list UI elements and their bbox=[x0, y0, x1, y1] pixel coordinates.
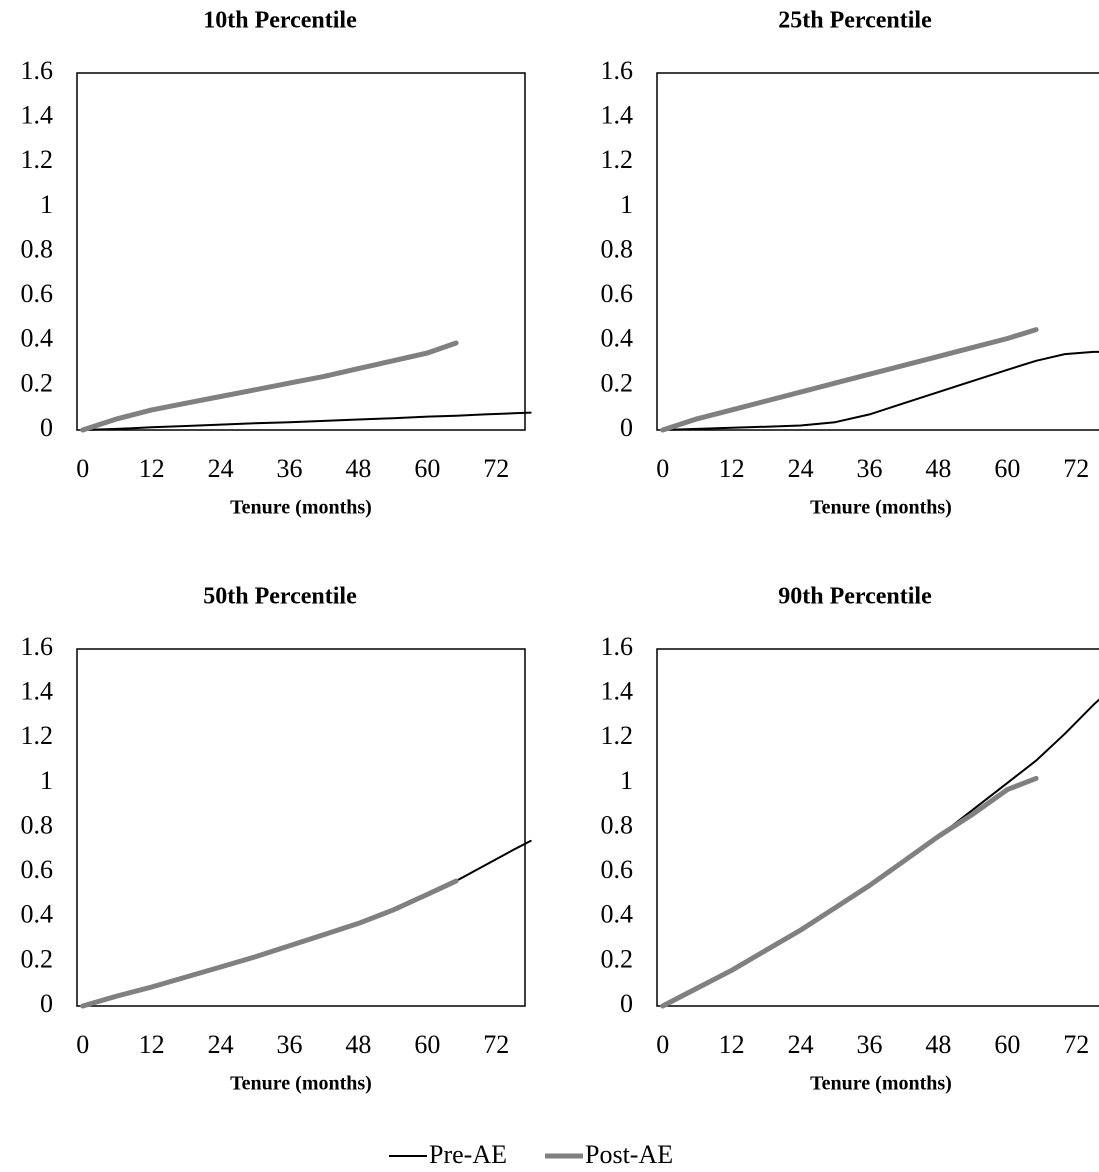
series-line bbox=[661, 698, 1099, 1007]
series-line bbox=[661, 350, 1099, 431]
y-tick-label: 0.4 bbox=[21, 900, 54, 929]
y-tick-label: 1.2 bbox=[601, 721, 634, 750]
plot-frame bbox=[76, 72, 526, 431]
y-tick-label: 1.2 bbox=[601, 145, 634, 174]
x-tick-label: 48 bbox=[345, 1030, 371, 1059]
y-tick-label: 0 bbox=[620, 413, 633, 442]
y-tick-label: 0.4 bbox=[601, 900, 634, 929]
x-tick-label: 0 bbox=[76, 454, 89, 483]
x-tick-label: 72 bbox=[483, 454, 509, 483]
x-tick-label: 12 bbox=[719, 454, 745, 483]
y-tick-label: 0.6 bbox=[21, 855, 54, 884]
series-line bbox=[660, 327, 1039, 433]
y-tick-label: 0.2 bbox=[601, 368, 634, 397]
series-line bbox=[80, 340, 459, 433]
y-tick-label: 0 bbox=[40, 413, 53, 442]
chart-title: 10th Percentile bbox=[203, 8, 357, 34]
x-axis-label: Tenure (months) bbox=[230, 497, 372, 519]
y-tick-label: 1.4 bbox=[21, 101, 54, 130]
x-tick-label: 24 bbox=[208, 1030, 234, 1059]
y-tick-label: 1.4 bbox=[601, 101, 634, 130]
y-tick-label: 1 bbox=[40, 190, 53, 219]
legend: Pre-AE Post-AE bbox=[389, 1140, 673, 1169]
y-tick-label: 0.6 bbox=[601, 855, 634, 884]
x-tick-label: 24 bbox=[208, 454, 234, 483]
y-tick-label: 0.8 bbox=[21, 810, 54, 839]
y-tick-label: 1.2 bbox=[21, 145, 54, 174]
x-tick-label: 12 bbox=[139, 1030, 165, 1059]
y-tick-label: 1 bbox=[620, 190, 633, 219]
x-tick-label: 36 bbox=[857, 454, 883, 483]
y-tick-label: 0.8 bbox=[601, 234, 634, 263]
x-tick-label: 48 bbox=[345, 454, 371, 483]
y-tick-label: 1.6 bbox=[21, 56, 54, 85]
series-line bbox=[81, 839, 532, 1007]
y-tick-label: 1.4 bbox=[601, 677, 634, 706]
y-tick-label: 0.2 bbox=[601, 944, 634, 973]
y-tick-label: 1 bbox=[40, 766, 53, 795]
legend-label: Pre-AE bbox=[429, 1140, 507, 1169]
y-tick-label: 0 bbox=[620, 989, 633, 1018]
y-tick-label: 0.8 bbox=[601, 810, 634, 839]
x-tick-label: 24 bbox=[788, 454, 814, 483]
series-line bbox=[81, 411, 532, 431]
x-tick-label: 48 bbox=[925, 454, 951, 483]
x-tick-label: 36 bbox=[857, 1030, 883, 1059]
x-tick-label: 12 bbox=[139, 454, 165, 483]
y-tick-label: 0.4 bbox=[21, 324, 54, 353]
x-tick-label: 48 bbox=[925, 1030, 951, 1059]
plot-frame bbox=[656, 648, 1099, 1007]
y-tick-label: 1.2 bbox=[21, 721, 54, 750]
x-tick-label: 60 bbox=[414, 454, 440, 483]
y-tick-label: 1.4 bbox=[21, 677, 54, 706]
y-tick-label: 0.4 bbox=[601, 324, 634, 353]
x-tick-label: 72 bbox=[1063, 454, 1089, 483]
x-tick-label: 60 bbox=[414, 1030, 440, 1059]
subplot: 90th Percentile 0 0.2 0.4 0.6 0.8 1 1.2 1.4 1.6 0 1… bbox=[601, 584, 1099, 1095]
y-tick-label: 1 bbox=[620, 766, 633, 795]
legend-label: Post-AE bbox=[585, 1140, 673, 1169]
y-tick-label: 1.6 bbox=[601, 632, 634, 661]
y-tick-label: 0.6 bbox=[601, 279, 634, 308]
subplot: 25th Percentile 0 0.2 0.4 0.6 0.8 1 1.2 1.4 1.6 0 1… bbox=[601, 8, 1099, 519]
plot-frame bbox=[76, 648, 526, 1007]
subplot: 10th Percentile 0 0.2 0.4 0.6 0.8 1 1.2 1.4 1.6 0 1… bbox=[21, 8, 532, 519]
series-line bbox=[80, 878, 459, 1009]
chart-title: 50th Percentile bbox=[203, 584, 357, 610]
y-tick-label: 0.2 bbox=[21, 944, 54, 973]
x-tick-label: 60 bbox=[994, 1030, 1020, 1059]
x-tick-label: 72 bbox=[483, 1030, 509, 1059]
y-tick-label: 0.8 bbox=[21, 234, 54, 263]
x-tick-label: 12 bbox=[719, 1030, 745, 1059]
x-tick-label: 72 bbox=[1063, 1030, 1089, 1059]
y-tick-label: 1.6 bbox=[601, 56, 634, 85]
x-axis-label: Tenure (months) bbox=[810, 497, 952, 519]
x-tick-label: 24 bbox=[788, 1030, 814, 1059]
y-tick-label: 0 bbox=[40, 989, 53, 1018]
series-line bbox=[660, 775, 1039, 1009]
x-tick-label: 36 bbox=[277, 1030, 303, 1059]
subplot: 50th Percentile 0 0.2 0.4 0.6 0.8 1 1.2 1.4 1.6 0 1… bbox=[21, 584, 532, 1095]
x-tick-label: 0 bbox=[656, 1030, 669, 1059]
x-axis-label: Tenure (months) bbox=[230, 1073, 372, 1095]
x-tick-label: 0 bbox=[656, 454, 669, 483]
x-axis-label: Tenure (months) bbox=[810, 1073, 952, 1095]
x-tick-label: 36 bbox=[277, 454, 303, 483]
chart-title: 90th Percentile bbox=[778, 584, 932, 610]
y-tick-label: 0.2 bbox=[21, 368, 54, 397]
x-tick-label: 0 bbox=[76, 1030, 89, 1059]
x-tick-label: 60 bbox=[994, 454, 1020, 483]
y-tick-label: 1.6 bbox=[21, 632, 54, 661]
plot-frame bbox=[656, 72, 1099, 431]
chart-title: 25th Percentile bbox=[778, 8, 932, 34]
y-tick-label: 0.6 bbox=[21, 279, 54, 308]
